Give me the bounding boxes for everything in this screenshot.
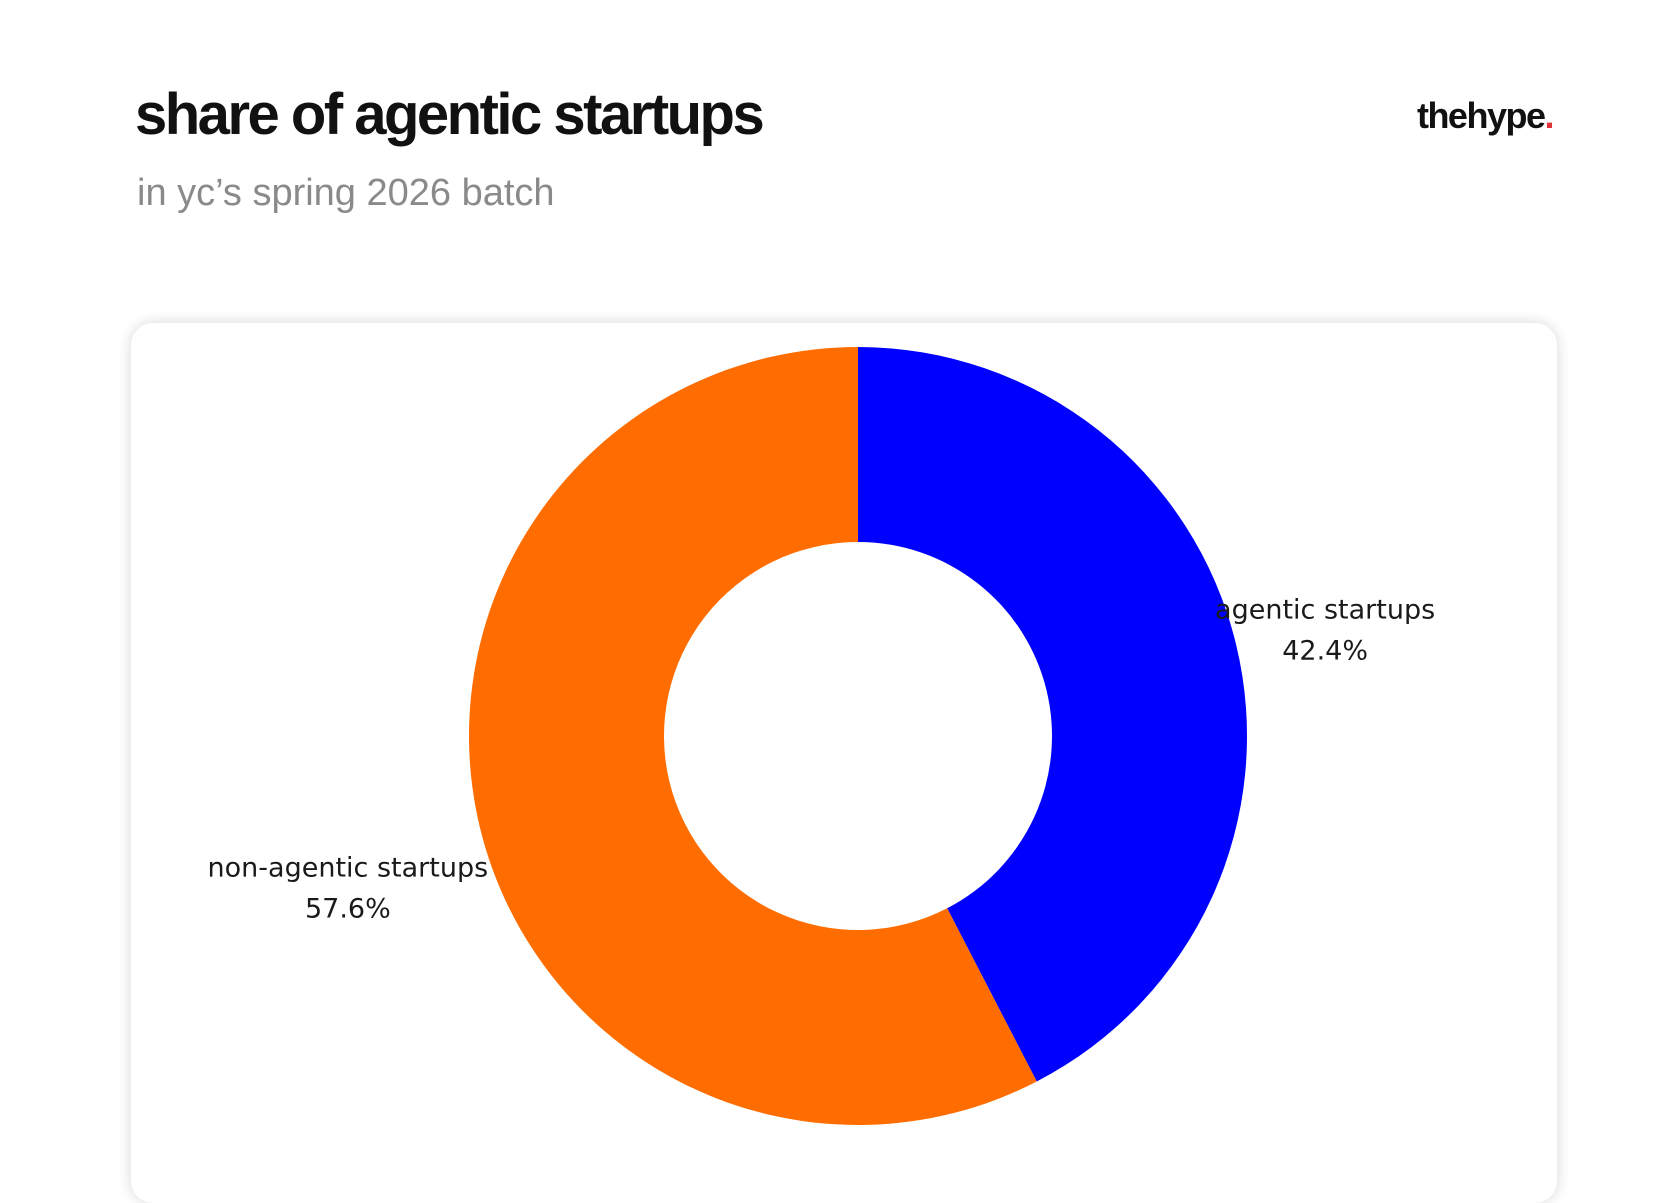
donut-slice-agentic-startups xyxy=(858,347,1247,1082)
donut-labels: agentic startups 42.4% non-agentic startup… xyxy=(208,594,1436,924)
slice-label: non-agentic startups xyxy=(208,853,489,884)
donut-slice-non-agentic-startups xyxy=(469,347,1037,1125)
chart-title: share of agentic startups xyxy=(135,82,765,147)
donut-slices xyxy=(469,347,1247,1125)
slice-value: 57.6% xyxy=(305,894,391,925)
slice-value: 42.4% xyxy=(1282,635,1368,666)
brand-logo-text: thehype xyxy=(1416,95,1546,136)
chart-subtitle: in yc’s spring 2026 batch xyxy=(137,172,555,214)
brand-logo-dot: . xyxy=(1544,95,1554,136)
slice-label: agentic startups xyxy=(1215,594,1435,625)
donut-chart: agentic startups 42.4% non-agentic startup… xyxy=(208,347,1436,1125)
brand-logo: thehype. xyxy=(1416,95,1554,136)
chart-card: agentic startups 42.4% non-agentic startup… xyxy=(131,323,1557,1203)
